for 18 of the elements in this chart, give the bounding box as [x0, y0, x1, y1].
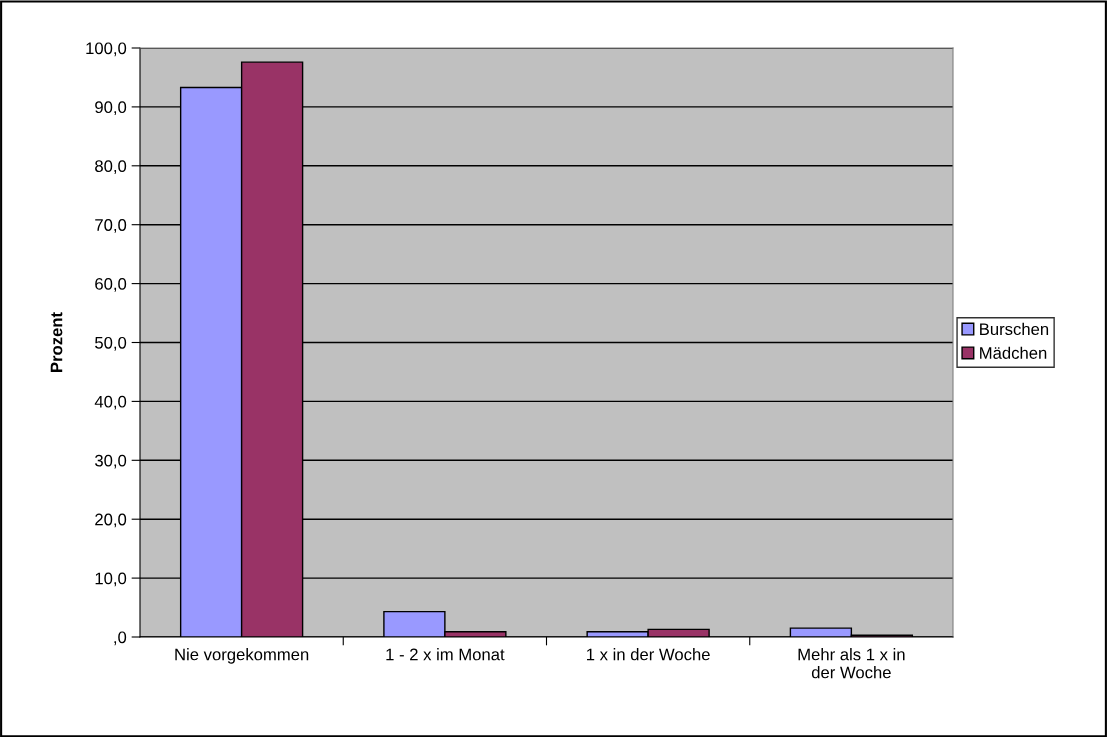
y-tick-label: ,0 [114, 631, 127, 646]
x-tick-label: Mehr als 1 x in der Woche [798, 648, 905, 679]
y-tick-label: 50,0 [95, 336, 127, 351]
y-axis-title: Prozent [50, 312, 63, 372]
y-tick-label: 80,0 [95, 160, 127, 174]
x-tick-label: Nie vorgekommen [175, 648, 309, 664]
y-tick-label: 10,0 [95, 572, 127, 587]
y-tick-label: 40,0 [94, 395, 127, 410]
legend-label: Mädchen [980, 346, 1047, 359]
y-tick-label: 30,0 [95, 454, 127, 469]
y-tick-label: 70,0 [95, 219, 127, 233]
x-tick-label: 1 - 2 x im Monat [386, 648, 505, 661]
y-tick-label: 100,0 [86, 42, 127, 57]
y-tick-label: 60,0 [95, 278, 127, 292]
legend-label: Burschen [980, 322, 1049, 336]
x-tick-label: 1 x in der Woche [587, 648, 710, 661]
y-tick-label: 90,0 [95, 101, 127, 116]
y-tick-label: 20,0 [95, 513, 127, 528]
